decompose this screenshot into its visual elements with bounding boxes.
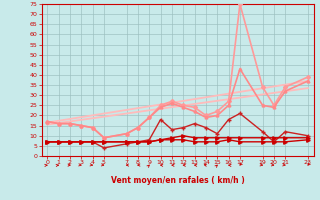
X-axis label: Vent moyen/en rafales ( km/h ): Vent moyen/en rafales ( km/h ) [111, 176, 244, 185]
